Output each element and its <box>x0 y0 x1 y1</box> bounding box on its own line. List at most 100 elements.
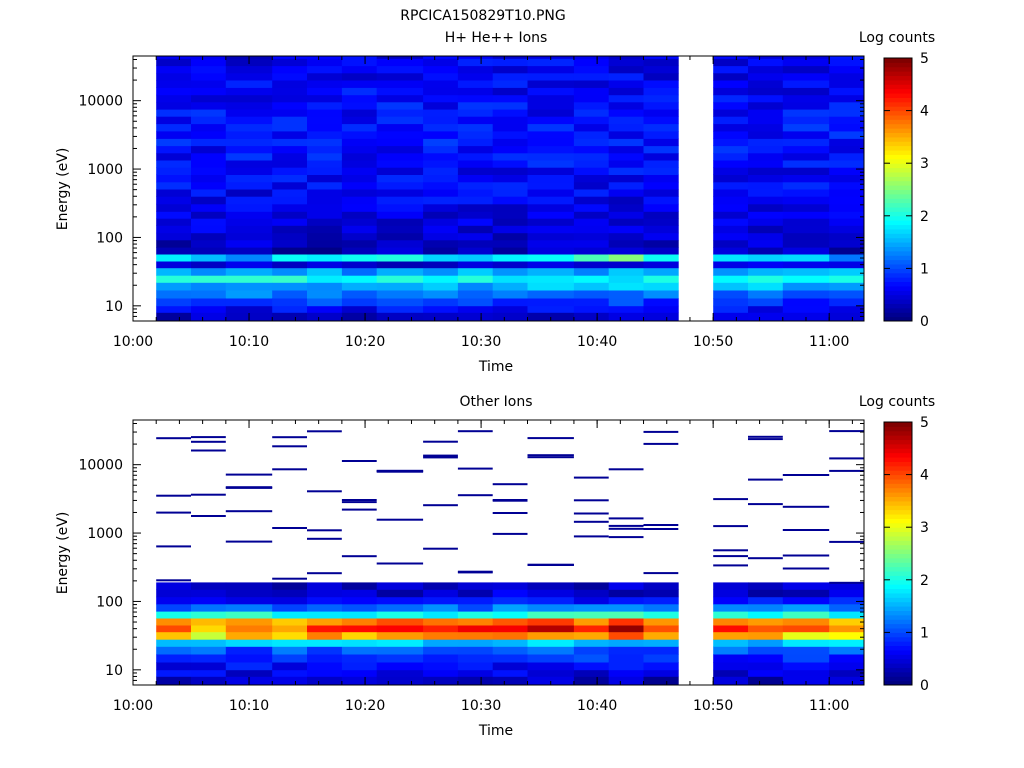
heatmap-cell <box>492 639 528 647</box>
heatmap-cell <box>643 298 679 307</box>
heatmap-cell <box>457 123 494 132</box>
heatmap-cell <box>573 131 610 139</box>
heatmap-cell <box>341 312 378 322</box>
colorbar-swatch <box>884 250 912 256</box>
heatmap-cell <box>423 211 459 219</box>
heatmap-cell <box>643 618 679 626</box>
heatmap-cell <box>307 669 343 677</box>
heatmap-cell <box>225 275 273 283</box>
colorbar-swatch <box>884 185 912 190</box>
heatmap-cell <box>156 123 192 132</box>
colorbar-swatch <box>884 119 912 125</box>
heatmap-cell <box>225 540 273 543</box>
colorbar-swatch <box>884 549 912 554</box>
heatmap-cell <box>341 167 378 175</box>
colorbar-swatch <box>884 443 912 449</box>
colorbar-swatch <box>884 299 912 304</box>
heatmap-cell <box>782 567 830 570</box>
heatmap-cell <box>341 654 378 663</box>
heatmap-cell <box>713 275 749 283</box>
heatmap-cell <box>782 254 830 262</box>
panel-bottom-colorbar-label: Log counts <box>859 394 935 410</box>
heatmap-cell <box>423 596 459 605</box>
heatmap-cell <box>643 152 679 161</box>
heatmap-cell <box>713 282 749 291</box>
heatmap-cell <box>748 282 784 291</box>
heatmap-cell <box>307 631 343 640</box>
heatmap-cell <box>225 254 273 262</box>
heatmap-cell <box>272 58 308 67</box>
heatmap-cell <box>608 611 644 619</box>
heatmap-cell <box>492 211 528 219</box>
heatmap-cell <box>748 631 784 640</box>
heatmap-cell <box>782 505 830 508</box>
colorbar-tick-label: 2 <box>920 573 929 589</box>
heatmap-cell <box>643 65 679 74</box>
heatmap-cell <box>457 570 493 573</box>
heatmap-cell <box>156 101 192 110</box>
heatmap-cell <box>573 181 610 190</box>
heatmap-cell <box>376 646 424 655</box>
heatmap-cell <box>492 239 528 248</box>
heatmap-cell <box>643 290 679 299</box>
heatmap-cell <box>782 189 830 197</box>
heatmap-cell <box>307 625 343 633</box>
heatmap-cell <box>573 267 610 276</box>
colorbar-swatch <box>884 307 912 313</box>
heatmap-cell <box>527 174 575 183</box>
heatmap-cell <box>341 72 378 81</box>
colorbar-swatch <box>884 606 912 611</box>
colorbar-swatch <box>884 294 912 300</box>
heatmap-cell <box>608 625 644 633</box>
heatmap-cell <box>457 646 494 655</box>
heatmap-cell <box>492 312 528 322</box>
colorbar-swatch <box>884 202 912 208</box>
heatmap-cell <box>341 589 378 598</box>
heatmap-cell <box>527 145 575 154</box>
heatmap-cell <box>307 298 343 307</box>
heatmap-cell <box>423 631 459 640</box>
heatmap-cell <box>643 582 679 590</box>
heatmap-cell <box>191 152 227 161</box>
heatmap-cell <box>156 225 192 234</box>
heatmap-cell <box>307 116 343 125</box>
colorbar-swatch <box>884 93 912 98</box>
heatmap-cell <box>527 261 575 269</box>
heatmap-cell <box>748 225 784 234</box>
heatmap-cell <box>225 189 273 197</box>
heatmap-cell <box>643 261 679 269</box>
heatmap-cell <box>748 557 783 560</box>
heatmap-cell <box>423 618 459 626</box>
heatmap-cell <box>423 676 459 686</box>
colorbar-swatch <box>884 649 912 655</box>
heatmap-cell <box>225 618 273 626</box>
heatmap-cell <box>341 499 377 501</box>
heatmap-cell <box>608 189 644 197</box>
heatmap-cell <box>713 167 749 175</box>
heatmap-cell <box>492 646 528 655</box>
heatmap-cell <box>608 109 644 117</box>
heatmap-cell <box>608 65 644 74</box>
heatmap-cell <box>782 646 830 655</box>
heatmap-cell <box>492 152 528 161</box>
heatmap-cell <box>225 160 273 168</box>
heatmap-cell <box>376 247 424 255</box>
heatmap-cell <box>527 138 575 147</box>
colorbar-swatch <box>884 75 912 81</box>
colorbar-swatch <box>884 422 912 427</box>
heatmap-cell <box>492 138 528 147</box>
heatmap-cell <box>191 239 227 248</box>
heatmap-cell <box>829 596 865 605</box>
heatmap-cell <box>527 456 574 459</box>
heatmap-cell <box>748 211 784 219</box>
colorbar-swatch <box>884 84 912 90</box>
heatmap-cell <box>191 181 227 190</box>
heatmap-cell <box>573 654 610 663</box>
colorbar-swatch <box>884 579 912 585</box>
heatmap-cell <box>307 196 343 205</box>
heatmap-cell <box>492 203 528 212</box>
heatmap-cell <box>643 87 679 96</box>
heatmap-cell <box>457 72 494 81</box>
y-tick-label: 100 <box>96 594 123 610</box>
heatmap-cell <box>376 654 424 663</box>
